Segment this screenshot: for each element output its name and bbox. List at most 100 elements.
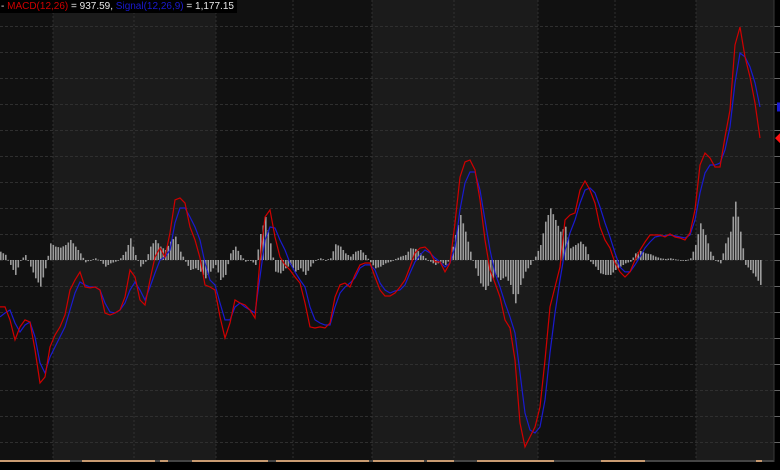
histogram-bar: [255, 259, 257, 265]
histogram-bar: [352, 254, 355, 260]
histogram-bar: [200, 259, 202, 272]
histogram-bar: [522, 259, 525, 279]
histogram-bar: [112, 259, 115, 263]
histogram-bar: [577, 243, 580, 260]
histogram-bar: [50, 243, 52, 260]
histogram-bar: [590, 259, 592, 262]
histogram-bar: [355, 251, 357, 260]
histogram-bar: [92, 259, 95, 260]
histogram-bar: [315, 259, 317, 261]
histogram-bar: [90, 259, 92, 261]
histogram-bar: [612, 259, 615, 273]
histogram-bar: [510, 259, 512, 285]
histogram-bar: [647, 253, 650, 260]
histogram-bar: [47, 255, 50, 260]
histogram-bar: [285, 259, 287, 269]
histogram-bar: [235, 246, 237, 260]
histogram-bar: [327, 259, 330, 260]
histogram-bar: [562, 229, 565, 260]
histogram-bar: [540, 245, 542, 260]
histogram-bar: [142, 259, 145, 265]
histogram-bar: [517, 259, 520, 295]
histogram-bar: [747, 259, 750, 268]
histogram-bar: [575, 245, 577, 260]
histogram-bar: [30, 259, 32, 267]
histogram-bar: [220, 259, 222, 281]
histogram-bar: [555, 219, 557, 260]
histogram-bar: [752, 259, 755, 274]
histogram-bar: [567, 237, 570, 260]
histogram-bar: [305, 259, 307, 275]
histogram-bar: [642, 252, 645, 260]
histogram-bar: [22, 257, 25, 260]
histogram-bar: [52, 244, 55, 260]
histogram-bar: [395, 258, 397, 260]
histogram-bar: [757, 259, 760, 281]
histogram-bar: [597, 259, 600, 270]
histogram-bar: [197, 259, 200, 270]
histogram-bar: [702, 229, 705, 260]
histogram-bar: [10, 259, 12, 265]
histogram-bar: [537, 250, 540, 260]
histogram-bar: [627, 259, 630, 263]
histogram-bar: [232, 249, 235, 260]
histogram-bar: [125, 251, 127, 260]
histogram-bar: [667, 258, 670, 260]
legend-prefix: -: [1, 1, 8, 12]
histogram-bar: [12, 259, 15, 270]
histogram-bar: [225, 259, 227, 275]
histogram-bar: [95, 258, 97, 260]
histogram-bar: [552, 214, 555, 260]
histogram-bar: [685, 259, 687, 262]
histogram-bar: [635, 253, 637, 260]
histogram-bar: [527, 259, 530, 269]
histogram-bar: [147, 254, 150, 260]
time-strip-segment: [82, 460, 155, 462]
histogram-bar: [175, 236, 177, 260]
histogram-bar: [252, 259, 255, 263]
histogram-bar: [85, 259, 87, 263]
histogram-bar: [120, 258, 122, 260]
histogram-bar: [487, 259, 490, 286]
histogram-bar: [725, 243, 727, 260]
histogram-bar: [377, 259, 380, 268]
histogram-bar: [117, 259, 120, 261]
histogram-bar: [595, 259, 597, 267]
time-strip-segment: [601, 460, 645, 462]
histogram-bar: [637, 252, 640, 260]
histogram-bar: [507, 259, 510, 281]
histogram-bar: [75, 246, 77, 260]
histogram-bar: [177, 244, 180, 260]
histogram-bar: [357, 250, 360, 260]
histogram-bar: [560, 231, 562, 260]
histogram-bar: [15, 259, 17, 275]
histogram-bar: [287, 259, 290, 267]
histogram-bar: [297, 259, 300, 270]
histogram-bar: [140, 259, 142, 267]
histogram-bar: [320, 258, 322, 260]
histogram-bar: [625, 259, 627, 264]
histogram-bar: [385, 259, 387, 264]
histogram-bar: [467, 241, 470, 260]
histogram-bar: [740, 231, 742, 260]
histogram-bar: [215, 259, 217, 265]
histogram-bar: [227, 259, 230, 265]
histogram-bar: [180, 251, 182, 260]
histogram-bar: [330, 258, 332, 260]
histogram-bar: [737, 216, 740, 260]
histogram-bar: [5, 254, 7, 260]
histogram-bar: [622, 259, 625, 265]
histogram-bar: [202, 259, 205, 276]
histogram-bar: [127, 244, 130, 260]
time-strip-segment: [477, 460, 554, 462]
histogram-bar: [160, 246, 162, 260]
histogram-bar: [602, 259, 605, 275]
histogram-bar: [675, 259, 677, 261]
histogram-bar: [190, 259, 192, 270]
histogram-bar: [380, 259, 382, 267]
histogram-bar: [677, 259, 680, 261]
histogram-bar: [650, 254, 652, 260]
histogram-bar: [40, 259, 42, 287]
